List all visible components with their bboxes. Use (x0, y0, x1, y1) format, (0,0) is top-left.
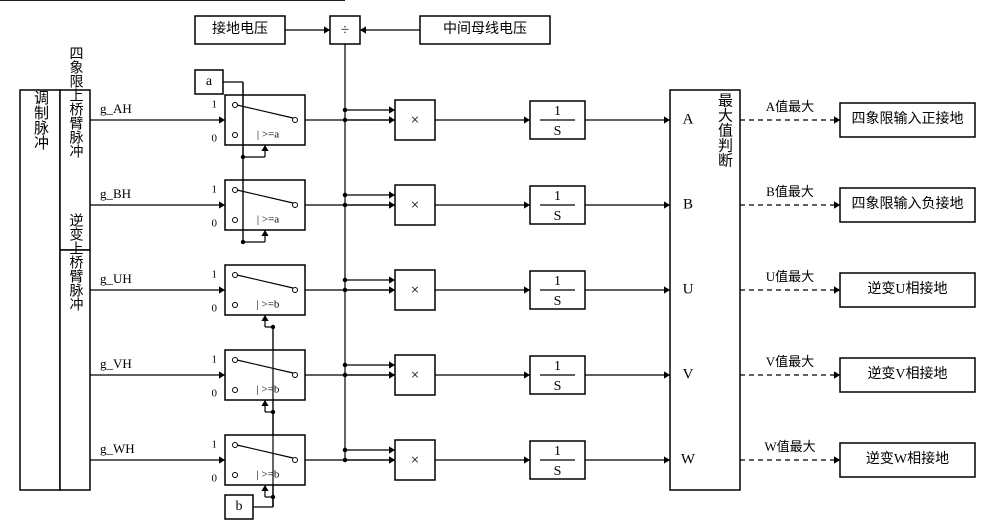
svg-text:W值最大: W值最大 (764, 439, 815, 454)
svg-text:中间母线电压: 中间母线电压 (443, 21, 527, 37)
svg-text:0: 0 (212, 133, 218, 145)
svg-text:0: 0 (212, 388, 218, 400)
svg-text:×: × (411, 112, 419, 128)
svg-text:a: a (206, 74, 213, 89)
svg-text:×: × (411, 197, 419, 213)
svg-text:×: × (411, 367, 419, 383)
svg-text:四象限上桥臂脉冲: 四象限上桥臂脉冲 (68, 46, 84, 158)
svg-text:逆变V相接地: 逆变V相接地 (867, 365, 947, 382)
svg-text:U: U (683, 281, 694, 297)
svg-text:1: 1 (212, 184, 218, 196)
svg-text:÷: ÷ (341, 22, 349, 38)
svg-text:U值最大: U值最大 (766, 269, 814, 284)
svg-text:S: S (554, 209, 562, 224)
svg-text:| >=b: | >=b (257, 469, 280, 481)
svg-text:逆变上桥臂脉冲: 逆变上桥臂脉冲 (68, 213, 84, 311)
svg-text:逆变U相接地: 逆变U相接地 (867, 280, 947, 297)
svg-text:g_UH: g_UH (100, 271, 132, 286)
svg-text:g_AH: g_AH (100, 101, 132, 116)
svg-text:S: S (554, 464, 562, 479)
svg-text:g_WH: g_WH (100, 441, 135, 456)
svg-text:1: 1 (212, 354, 218, 366)
svg-text:1: 1 (554, 104, 561, 119)
svg-text:1: 1 (554, 444, 561, 459)
svg-text:四象限输入正接地: 四象限输入正接地 (852, 110, 964, 127)
svg-text:1: 1 (212, 439, 218, 451)
svg-text:0: 0 (212, 218, 218, 230)
svg-text:A: A (683, 111, 694, 127)
svg-text:最大值判断: 最大值判断 (716, 93, 733, 168)
svg-text:| >=a: | >=a (257, 214, 279, 226)
svg-text:B值最大: B值最大 (766, 184, 814, 199)
svg-text:1: 1 (212, 269, 218, 281)
svg-text:| >=b: | >=b (257, 384, 280, 396)
svg-text:g_VH: g_VH (100, 356, 132, 371)
svg-text:W: W (681, 451, 696, 467)
svg-text:四象限输入负接地: 四象限输入负接地 (852, 195, 964, 212)
svg-text:A值最大: A值最大 (766, 99, 814, 114)
svg-text:| >=a: | >=a (257, 129, 279, 141)
svg-text:1: 1 (554, 359, 561, 374)
svg-text:逆变W相接地: 逆变W相接地 (866, 450, 949, 467)
svg-text:V: V (683, 366, 694, 382)
svg-text:B: B (683, 196, 693, 212)
svg-text:0: 0 (212, 303, 218, 315)
svg-text:调制脉冲: 调制脉冲 (32, 90, 49, 150)
svg-text:S: S (554, 379, 562, 394)
svg-text:| >=b: | >=b (257, 299, 280, 311)
svg-text:1: 1 (554, 189, 561, 204)
svg-text:1: 1 (212, 99, 218, 111)
svg-text:×: × (411, 282, 419, 298)
svg-text:S: S (554, 294, 562, 309)
svg-text:0: 0 (212, 473, 218, 485)
svg-text:b: b (236, 499, 243, 514)
svg-text:S: S (554, 124, 562, 139)
svg-text:g_BH: g_BH (100, 186, 131, 201)
svg-text:接地电压: 接地电压 (212, 20, 268, 37)
svg-text:V值最大: V值最大 (766, 354, 814, 369)
svg-text:1: 1 (554, 274, 561, 289)
svg-text:×: × (411, 452, 419, 468)
